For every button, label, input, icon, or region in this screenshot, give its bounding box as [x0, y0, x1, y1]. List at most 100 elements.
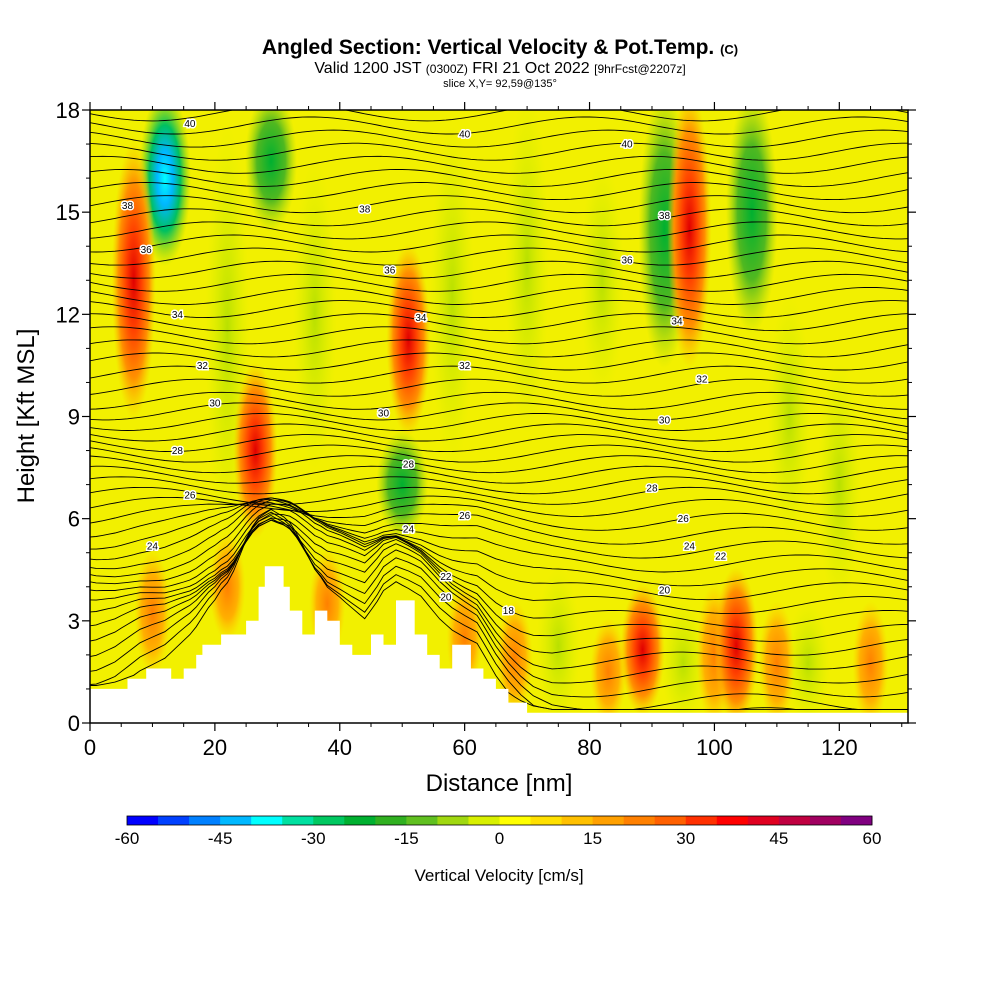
valid-date: FRI 21 Oct 2022	[472, 60, 590, 77]
terrain	[90, 566, 908, 723]
isentrope-line	[90, 495, 908, 517]
isentrope-label: 28	[403, 460, 415, 471]
isentrope-label: 34	[671, 317, 683, 328]
isentrope-line	[90, 423, 908, 442]
isentrope-line	[90, 497, 908, 573]
colorbar-swatch	[561, 816, 594, 825]
isentrope-line	[90, 116, 908, 135]
isentrope-line	[90, 195, 908, 214]
colorbar-swatch	[375, 816, 407, 825]
isentrope-label: 30	[659, 415, 671, 426]
isentrope-line	[90, 519, 908, 670]
isentrope-line	[90, 300, 908, 319]
weak-updraft-shading	[134, 549, 171, 675]
isentrope-line	[90, 221, 908, 240]
colorbar-swatch	[592, 816, 625, 825]
isentrope-label: 28	[646, 484, 658, 495]
colorbar-swatch	[685, 816, 718, 825]
colorbar-frame	[126, 815, 873, 826]
colorbar-swatch	[809, 816, 842, 825]
isentrope-line	[90, 168, 908, 187]
isentrope-line	[90, 517, 908, 656]
updraft-core	[667, 110, 712, 369]
colorbar-tick-label: 15	[583, 829, 602, 848]
isentrope-label: 36	[384, 266, 396, 277]
isentrope-label: 22	[715, 552, 727, 563]
colorbar-swatch	[468, 816, 500, 825]
weak-updraft-shading	[852, 600, 889, 723]
y-tick-label: 9	[68, 405, 80, 430]
colorbar-swatch	[344, 816, 376, 825]
y-tick-label: 0	[68, 711, 80, 736]
isentrope-label: 20	[440, 592, 452, 603]
colorbar-swatch	[840, 816, 873, 825]
isentrope-label: 30	[209, 398, 221, 409]
isentrope-line	[90, 508, 908, 628]
colorbar: -60 -45 -30 -15 0 15 30 45 60	[115, 815, 881, 848]
isentrope-line	[90, 503, 908, 531]
isentrope-line	[90, 499, 908, 601]
y-tick-label: 15	[56, 200, 80, 225]
isentrope-label: 26	[678, 514, 690, 525]
downdraft-core	[245, 110, 298, 233]
updraft-core	[233, 362, 278, 539]
isentrope-line	[90, 499, 908, 559]
velocity-field	[111, 110, 889, 723]
isentrope-line	[90, 365, 908, 384]
isentrope-label: 24	[403, 524, 415, 535]
isentrope-line	[90, 326, 908, 345]
updraft-core	[620, 583, 665, 716]
weak-downdraft-shading	[661, 600, 706, 723]
isentrope-line	[90, 519, 908, 684]
y-tick-label: 3	[68, 609, 80, 634]
isentrope-label: 40	[184, 119, 196, 130]
colorbar-tick-label: 45	[769, 829, 788, 848]
isentrope-label: 32	[197, 361, 209, 372]
weak-downdraft-shading	[430, 124, 475, 471]
isentrope-label: 40	[459, 129, 471, 140]
colorbar-swatch	[747, 816, 780, 825]
isentrope-line	[90, 518, 908, 698]
isentrope-label: 24	[147, 541, 159, 552]
isentrope-line	[90, 352, 908, 371]
weak-downdraft-shading	[580, 158, 625, 403]
chart-title: Angled Section: Vertical Velocity & Pot.…	[0, 36, 1000, 60]
isentrope-line	[90, 514, 908, 710]
y-axis-label: Height [Kft MSL]	[13, 329, 40, 504]
isentrope-line	[90, 247, 908, 266]
isentrope-label: 26	[184, 490, 196, 501]
x-axis-label: Distance [nm]	[426, 770, 573, 797]
downdraft-core	[376, 430, 429, 539]
colorbar-swatch	[282, 816, 314, 825]
valid-time: Valid 1200 JST	[314, 60, 422, 77]
isentrope-line	[90, 208, 908, 227]
weak-downdraft-shading	[786, 600, 831, 723]
isentrope-line	[90, 273, 908, 292]
downdraft-core	[725, 110, 778, 335]
isentrope-label: 20	[659, 586, 671, 597]
updraft-core	[714, 566, 759, 723]
colorbar-swatch	[251, 816, 283, 825]
colorbar-swatch	[778, 816, 811, 825]
colorbar-tick-label: -60	[115, 829, 140, 848]
isentrope-label: 36	[141, 245, 153, 256]
isentrope-label: 40	[621, 140, 633, 151]
isentrope-line	[90, 339, 908, 358]
isentrope-line	[90, 465, 908, 484]
weak-downdraft-shading	[536, 566, 581, 723]
isentrope-line	[90, 412, 908, 431]
colorbar-tick-label: -30	[301, 829, 326, 848]
slice-info: slice X,Y= 92,59@135°	[443, 78, 557, 90]
isentrope-line	[90, 142, 908, 161]
isentrope-line	[90, 455, 908, 474]
weak-updraft-shading	[758, 600, 795, 723]
x-tick-label: 40	[328, 735, 352, 760]
isentrope-line	[90, 508, 908, 710]
x-tick-label: 100	[696, 735, 733, 760]
isentrope-line	[90, 155, 908, 174]
colorbar-swatch	[623, 816, 656, 825]
isentrope-label: 38	[122, 201, 134, 212]
isentrope-label: 34	[415, 313, 427, 324]
